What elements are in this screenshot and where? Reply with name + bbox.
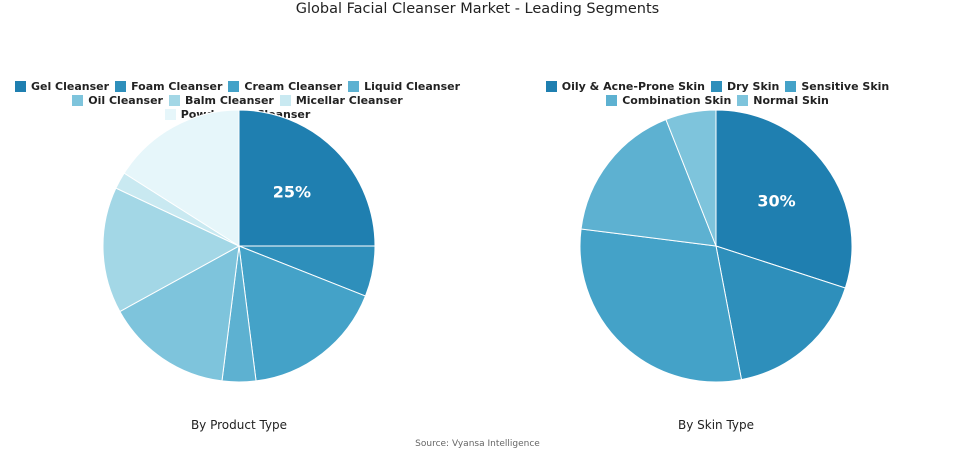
legend-item-combination-skin: Combination Skin — [606, 94, 731, 107]
data-label-oily-acne-prone-skin: 30% — [757, 192, 795, 211]
data-label-gel-cleanser: 25% — [273, 183, 311, 202]
legend-item-normal-skin: Normal Skin — [737, 94, 829, 107]
pie-slice-sensitive-skin — [579, 228, 743, 383]
legend-swatch — [279, 95, 291, 106]
legend-swatch — [164, 109, 176, 120]
source-note: Source: Vyansa Intelligence — [415, 439, 540, 449]
legend-swatch — [737, 95, 749, 106]
legend-item-cream-cleanser: Cream Cleanser — [228, 80, 342, 93]
pie-slice-gel-cleanser — [238, 109, 376, 247]
legend-label: Oil Cleanser — [88, 94, 163, 107]
legend-skin-type: Oily & Acne-Prone Skin Dry Skin Sensitive … — [495, 80, 940, 107]
pie-slice-dry-skin — [715, 245, 846, 381]
legend-swatch — [168, 95, 180, 106]
legend-label: Oily & Acne-Prone Skin — [561, 80, 705, 93]
chart-title: Global Facial Cleanser Market - Leading … — [295, 1, 660, 17]
legend-label: Micellar Cleanser — [295, 94, 403, 107]
legend-swatch — [14, 81, 26, 92]
legend-label: Balm Cleanser — [184, 94, 274, 107]
legend-swatch — [72, 95, 84, 106]
legend-label: Combination Skin — [622, 94, 732, 107]
legend-swatch — [115, 81, 127, 92]
legend-label: Liquid Cleanser — [364, 80, 461, 93]
legend-label: Sensitive Skin — [801, 80, 890, 93]
legend-item-sensitive-skin: Sensitive Skin — [785, 80, 889, 93]
pie-slice-powder-bar-cleanser — [123, 109, 240, 247]
legend-item-liquid-cleanser: Liquid Cleanser — [348, 80, 460, 93]
legend-item-foam-cleanser: Foam Cleanser — [115, 80, 222, 93]
legend-item-micellar-cleanser: Micellar Cleanser — [279, 94, 403, 107]
legend-item-gel-cleanser: Gel Cleanser — [14, 80, 110, 93]
legend-swatch — [710, 81, 722, 92]
legend-item-oily-acne-prone-skin: Oily & Acne-Prone Skin — [545, 80, 705, 93]
legend-item-dry-skin: Dry Skin — [710, 80, 780, 93]
legend-label: Cream Cleanser — [244, 80, 343, 93]
legend-item-balm-cleanser: Balm Cleanser — [168, 94, 274, 107]
subtitle-skin-type: By Skin Type — [677, 418, 755, 432]
legend-swatch — [606, 95, 618, 106]
legend-item-oil-cleanser: Oil Cleanser — [72, 94, 163, 107]
pie-slice-oil-cleanser — [119, 245, 240, 382]
pie-slice-cream-cleanser — [238, 245, 367, 382]
pie-slice-oily-acne-prone-skin — [715, 109, 853, 289]
legend-swatch — [545, 81, 557, 92]
pie-slice-combination-skin — [580, 118, 717, 247]
legend-label: Dry Skin — [726, 80, 780, 93]
legend-swatch — [785, 81, 797, 92]
subtitle-product-type: By Product Type — [190, 418, 288, 432]
pie-slice-normal-skin — [665, 109, 717, 247]
legend-swatch — [228, 81, 240, 92]
legend-label: Foam Cleanser — [131, 80, 223, 93]
legend-label: Normal Skin — [753, 94, 829, 107]
legend-label: Gel Cleanser — [30, 80, 110, 93]
pie-slice-balm-cleanser — [102, 187, 241, 313]
legend-swatch — [348, 81, 360, 92]
